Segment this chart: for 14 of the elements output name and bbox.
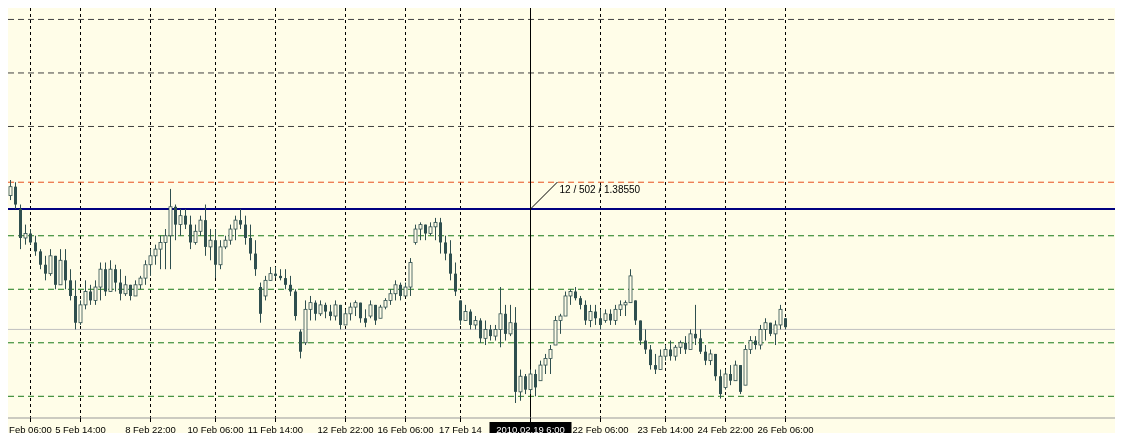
x-tick-label: 11 Feb 14:00 bbox=[247, 424, 304, 435]
x-tick-label: 8 Feb 22:00 bbox=[125, 424, 176, 435]
x-tick-label: 24 Feb 22:00 bbox=[697, 424, 754, 435]
x-tick-label: 5 Feb 14:00 bbox=[55, 424, 106, 435]
x-tick-label: Feb 06:00 bbox=[9, 424, 52, 435]
x-tick-label: 17 Feb 14 bbox=[439, 424, 482, 435]
x-tick-label: 16 Feb 06:00 bbox=[377, 424, 434, 435]
x-tick-label: 22 Feb 06:00 bbox=[572, 424, 629, 435]
annotation: 12 / 502 / 1.38550 bbox=[559, 183, 641, 195]
x-tick-label: 10 Feb 06:00 bbox=[187, 424, 244, 435]
x-tick-label: 23 Feb 14:00 bbox=[637, 424, 694, 435]
x-tick-label: 12 Feb 22:00 bbox=[317, 424, 374, 435]
x-tick-label: 2010.02.19 6:00 bbox=[496, 424, 565, 435]
x-tick-label: 26 Feb 06:00 bbox=[757, 424, 814, 435]
